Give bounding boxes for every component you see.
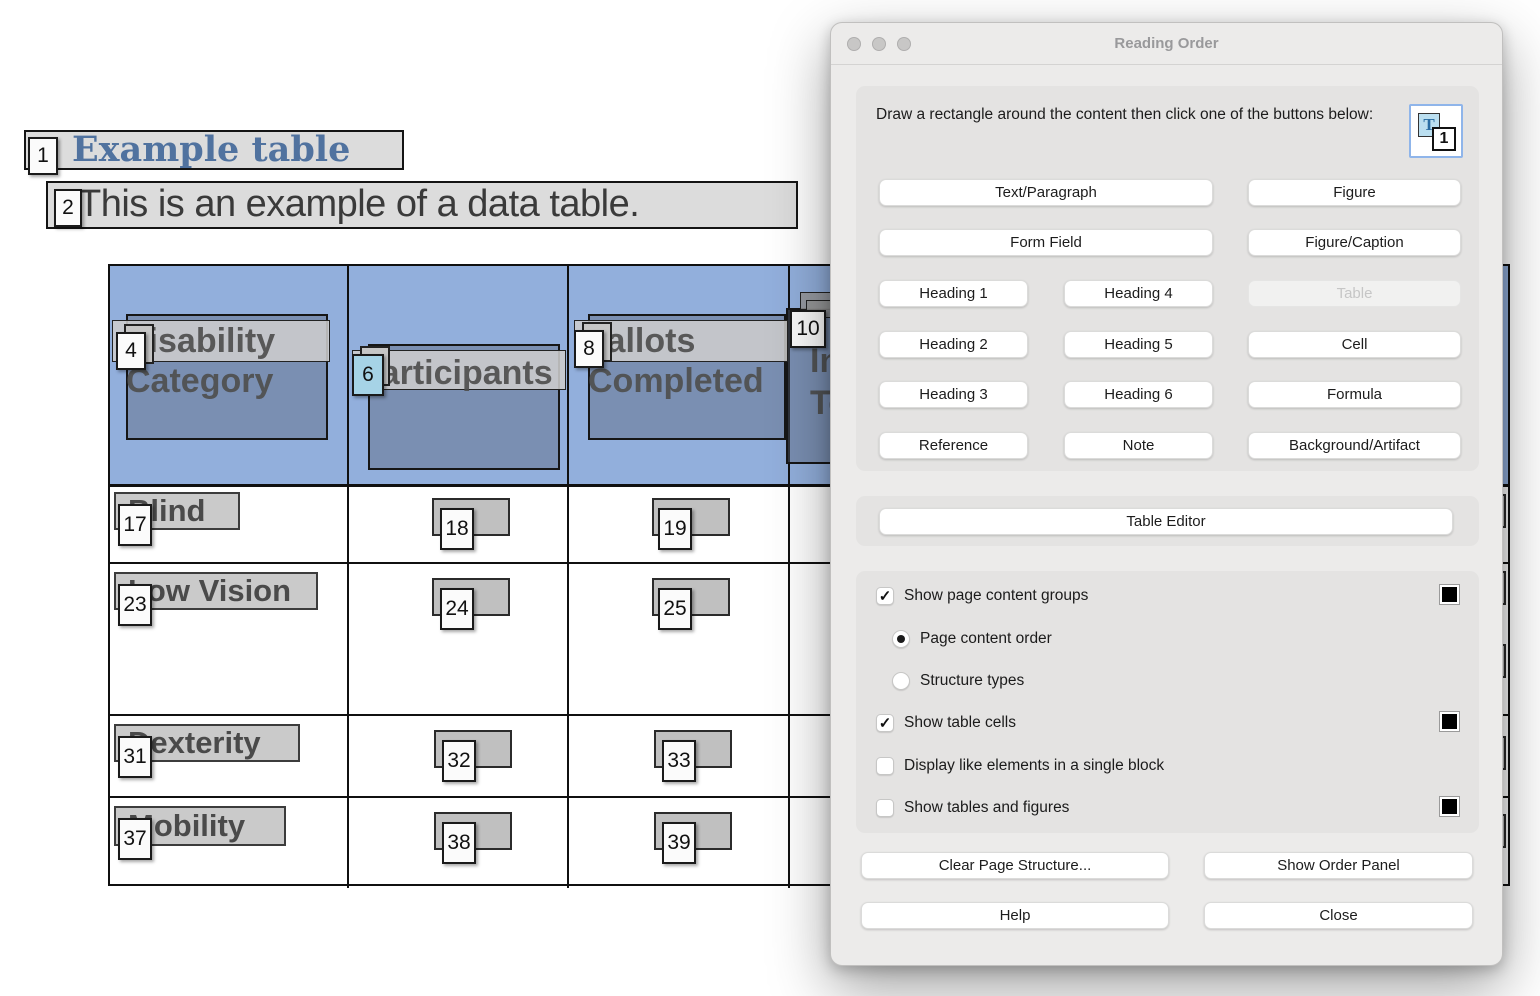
table-button: Table: [1248, 280, 1461, 307]
form-field-button[interactable]: Form Field: [879, 229, 1213, 256]
order-tag-39[interactable]: 39: [662, 822, 696, 864]
order-tag-6-selected[interactable]: 6: [352, 354, 384, 396]
order-tag-17[interactable]: 17: [118, 504, 152, 546]
radio-label: Structure types: [920, 672, 1025, 689]
show-tables-figures-checkbox[interactable]: [876, 799, 894, 817]
order-tag-37[interactable]: 37: [118, 818, 152, 860]
table-gridline: [110, 796, 1508, 798]
text-paragraph-button[interactable]: Text/Paragraph: [879, 179, 1213, 206]
close-window-icon[interactable]: [847, 37, 861, 51]
clear-page-structure-button[interactable]: Clear Page Structure...: [861, 852, 1169, 879]
formula-button[interactable]: Formula: [1248, 381, 1461, 408]
table-editor-panel: Table Editor: [856, 496, 1479, 546]
order-tag-33[interactable]: 33: [662, 740, 696, 782]
heading-3-button[interactable]: Heading 3: [879, 381, 1028, 408]
heading-4-button[interactable]: Heading 4: [1064, 280, 1213, 307]
header-cell-text: Completed: [588, 362, 764, 400]
heading-1-button[interactable]: Heading 1: [879, 280, 1028, 307]
doc-paragraph: This is an example of a data table.: [78, 183, 640, 225]
help-button[interactable]: Help: [861, 902, 1169, 929]
display-like-elements-checkbox[interactable]: [876, 757, 894, 775]
table-gridline: [110, 484, 1508, 487]
heading-6-button[interactable]: Heading 6: [1064, 381, 1213, 408]
paragraph-highlight[interactable]: [46, 181, 798, 229]
header-cell-text: Participants: [358, 354, 553, 392]
instruction-text: Draw a rectangle around the content then…: [876, 106, 1374, 123]
table-gridline: [788, 266, 790, 888]
order-tag-24[interactable]: 24: [440, 588, 474, 630]
order-tag-32[interactable]: 32: [442, 740, 476, 782]
radio-dot-icon: [897, 635, 905, 643]
show-table-cells-checkbox[interactable]: ✓: [876, 714, 894, 732]
heading-highlight[interactable]: [24, 130, 404, 170]
show-page-content-groups-checkbox[interactable]: ✓: [876, 587, 894, 605]
reading-order-dialog: Reading Order Draw a rectangle around th…: [830, 22, 1503, 966]
order-tag-10[interactable]: 10: [790, 310, 826, 348]
reference-button[interactable]: Reference: [879, 432, 1028, 459]
tables-figures-color-swatch[interactable]: [1439, 796, 1460, 817]
dialog-title: Reading Order: [1114, 35, 1219, 52]
table-gridline: [347, 266, 349, 888]
checkbox-label: Display like elements in a single block: [904, 757, 1165, 774]
header-cell-text: Category: [126, 362, 274, 400]
order-tag-18[interactable]: 18: [440, 508, 474, 550]
order-tag-8[interactable]: 8: [574, 330, 604, 368]
heading-2-button[interactable]: Heading 2: [879, 331, 1028, 358]
zoom-window-icon[interactable]: [897, 37, 911, 51]
order-tag-38[interactable]: 38: [442, 822, 476, 864]
reading-order-tool-icon: T 1: [1409, 104, 1463, 158]
content-groups-color-swatch[interactable]: [1439, 584, 1460, 605]
close-button[interactable]: Close: [1204, 902, 1473, 929]
table-gridline: [110, 714, 1508, 716]
heading-5-button[interactable]: Heading 5: [1064, 331, 1213, 358]
page-content-order-radio[interactable]: [892, 630, 910, 648]
order-tag-1[interactable]: 1: [28, 137, 58, 175]
row-label: Low Vision: [128, 573, 292, 608]
checkbox-label: Show tables and figures: [904, 799, 1070, 816]
table-gridline: [110, 562, 1508, 564]
doc-heading: Example table: [72, 129, 351, 170]
order-tag-25[interactable]: 25: [658, 588, 692, 630]
table-gridline: [567, 266, 569, 888]
order-tag-31[interactable]: 31: [118, 736, 152, 778]
dialog-titlebar[interactable]: Reading Order: [831, 23, 1502, 65]
options-panel: ✓ Show page content groups Page content …: [856, 571, 1479, 833]
background-artifact-button[interactable]: Background/Artifact: [1248, 432, 1461, 459]
type-buttons-panel: Draw a rectangle around the content then…: [856, 86, 1479, 471]
checkbox-label: Show page content groups: [904, 587, 1089, 604]
figure-button[interactable]: Figure: [1248, 179, 1461, 206]
order-tag-4[interactable]: 4: [116, 332, 146, 370]
order-tag-23[interactable]: 23: [118, 584, 152, 626]
cell-button[interactable]: Cell: [1248, 331, 1461, 358]
table-editor-button[interactable]: Table Editor: [879, 508, 1453, 535]
order-tag-2[interactable]: 2: [54, 189, 82, 227]
minimize-window-icon[interactable]: [872, 37, 886, 51]
order-tag-19[interactable]: 19: [658, 508, 692, 550]
figure-caption-button[interactable]: Figure/Caption: [1248, 229, 1461, 256]
show-order-panel-button[interactable]: Show Order Panel: [1204, 852, 1473, 879]
checkbox-label: Show table cells: [904, 714, 1017, 731]
note-button[interactable]: Note: [1064, 432, 1213, 459]
structure-types-radio[interactable]: [892, 672, 910, 690]
radio-label: Page content order: [920, 630, 1052, 647]
table-cells-color-swatch[interactable]: [1439, 711, 1460, 732]
number-glyph-icon: 1: [1432, 127, 1456, 151]
